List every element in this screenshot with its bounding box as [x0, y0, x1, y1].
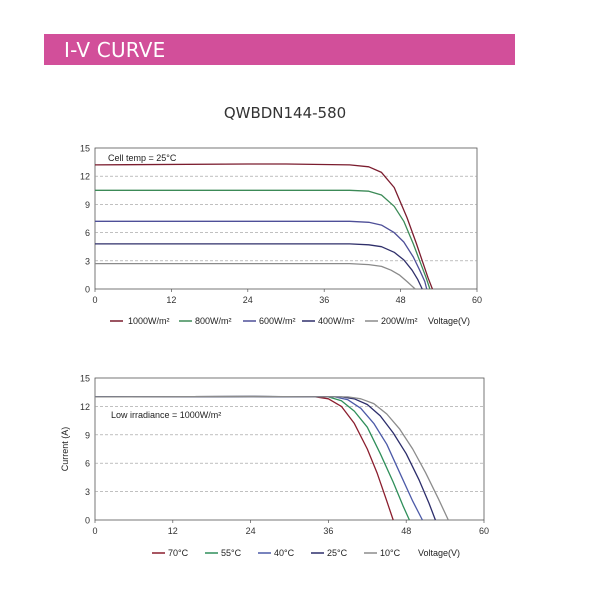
top-x-tick-label: 12	[166, 295, 176, 305]
bottom-y-tick-label: 0	[85, 516, 90, 526]
top-series-2-line	[95, 189, 431, 290]
top-x-tick-label: 24	[243, 295, 253, 305]
bottom-y-tick-label: 12	[80, 402, 90, 412]
top-legend-label: 1000W/m²	[128, 316, 170, 326]
bottom-x-tick-label: 36	[323, 526, 333, 536]
bottom-legend-label: 70°C	[168, 548, 189, 558]
bottom-y-tick-label: 15	[80, 374, 90, 384]
top-legend-label: 400W/m²	[318, 316, 355, 326]
header-banner: I-V CURVE	[44, 34, 515, 65]
bottom-y-tick-label: 9	[85, 430, 90, 440]
top-series-4-line	[95, 243, 423, 290]
top-legend-label: 600W/m²	[259, 316, 296, 326]
top-plot-frame	[94, 147, 478, 290]
top-y-tick-label: 3	[85, 256, 90, 266]
bottom-annotation: Low irradiance = 1000W/m²	[111, 410, 221, 420]
bottom-x-tick-label: 60	[479, 526, 489, 536]
top-x-tick-label: 60	[472, 295, 482, 305]
top-x-axis-label: Voltage(V)	[428, 316, 470, 326]
bottom-y-tick-label: 3	[85, 487, 90, 497]
bottom-series-5-line	[94, 395, 449, 521]
top-legend-label: 200W/m²	[381, 316, 418, 326]
top-x-tick-label: 36	[319, 295, 329, 305]
top-y-tick-label: 12	[80, 172, 90, 182]
bottom-legend-label: 55°C	[221, 548, 242, 558]
model-title: QWBDN144-580	[223, 104, 347, 122]
bottom-y-tick-label: 6	[85, 459, 90, 469]
top-series-3-line	[95, 220, 428, 290]
top-series-1-line	[94, 163, 434, 290]
bottom-x-axis-label: Voltage(V)	[418, 548, 460, 558]
top-y-tick-label: 9	[85, 200, 90, 210]
bottom-legend-label: 40°C	[274, 548, 295, 558]
top-annotation: Cell temp = 25°C	[108, 153, 177, 163]
top-y-tick-label: 6	[85, 228, 90, 238]
top-x-tick-label: 48	[396, 295, 406, 305]
bottom-x-tick-label: 12	[168, 526, 178, 536]
page-title: I-V CURVE	[64, 38, 166, 62]
top-x-tick-label: 0	[92, 295, 97, 305]
top-y-tick-label: 15	[80, 144, 90, 154]
bottom-plot-frame	[94, 377, 485, 521]
bottom-y-axis-label: Current (A)	[60, 427, 70, 472]
bottom-legend-label: 10°C	[380, 548, 401, 558]
bottom-x-tick-label: 48	[401, 526, 411, 536]
top-legend-label: 800W/m²	[195, 316, 232, 326]
bottom-x-tick-label: 24	[246, 526, 256, 536]
bottom-x-tick-label: 0	[92, 526, 97, 536]
top-y-tick-label: 0	[85, 285, 90, 295]
bottom-legend-label: 25°C	[327, 548, 348, 558]
top-series-5-line	[95, 262, 416, 290]
